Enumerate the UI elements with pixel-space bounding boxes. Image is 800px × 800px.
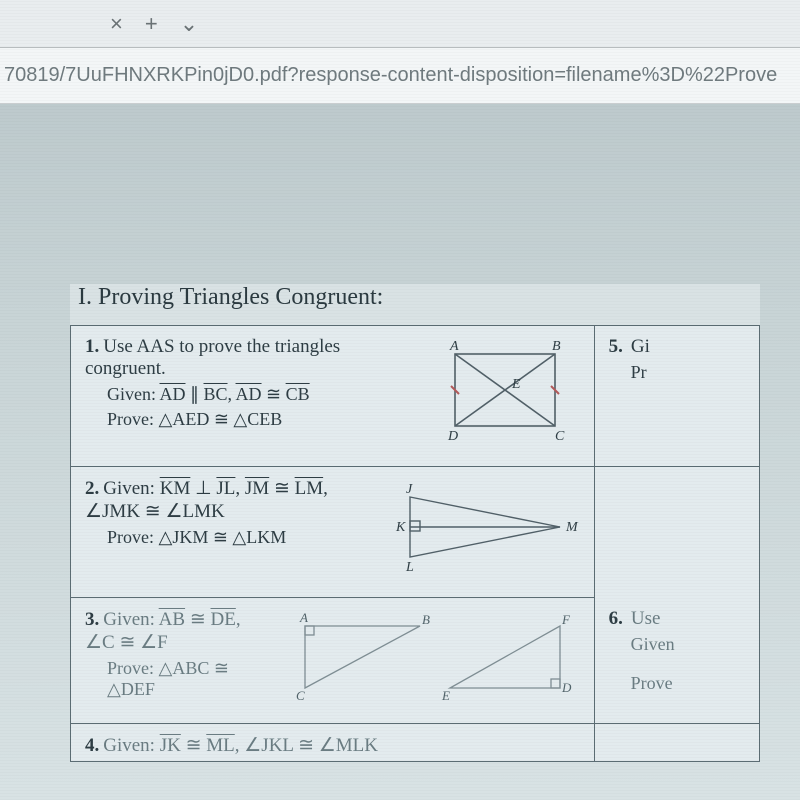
svg-text:M: M [565,520,579,535]
prove-line: Prove: △AED ≅ △CEB [85,409,412,430]
problem-number: 1. [85,336,99,357]
figure-1: A B C D E [430,336,580,446]
svg-text:K: K [395,520,406,535]
address-url: 70819/7UuFHNXRKPin0jD0.pdf?response-cont… [4,64,777,87]
given-line: Given: AD ∥ BC, AD ≅ CB [85,384,412,405]
given-line: Given: AB ≅ DE, ∠C ≅ ∠F [85,609,241,653]
new-tab-icon[interactable]: + [145,11,158,37]
figure-3: A B C D E F [290,608,580,703]
svg-text:E: E [441,688,450,703]
problem-6-cell: 6. Use Given Prove [594,598,759,724]
svg-text:F: F [561,612,571,627]
problem-1-cell: 1. Use AAS to prove the triangles congru… [71,326,595,467]
problems-table: 1. Use AAS to prove the triangles congru… [70,325,760,762]
svg-text:B: B [552,339,561,354]
browser-tab-bar: × + ⌄ [0,0,800,48]
prove-line: Prove: △JKM ≅ △LKM [85,527,372,548]
close-icon[interactable]: × [110,11,123,37]
svg-text:B: B [422,612,430,627]
problem-4-cell: 4. Given: JK ≅ ML, ∠JKL ≅ ∠MLK [71,724,595,762]
svg-text:C: C [296,688,305,703]
svg-text:A: A [449,339,459,354]
svg-text:A: A [299,610,308,625]
given-line: Given: JK ≅ ML, ∠JKL ≅ ∠MLK [103,735,378,756]
svg-text:J: J [406,482,413,497]
svg-text:E: E [511,377,521,392]
chevron-down-icon[interactable]: ⌄ [180,11,198,37]
problem-5-cell: 5. Gi Pr [594,326,759,467]
svg-text:C: C [555,429,565,444]
problem-3-cell: 3. Given: AB ≅ DE, ∠C ≅ ∠F Prove: △ABC ≅… [71,598,595,724]
section-title: I. Proving Triangles Congruent: [70,284,760,325]
svg-text:D: D [447,429,458,444]
prove-line: Prove: △ABC ≅ △DEF [85,658,272,700]
given-line: Given: KM ⊥ JL, JM ≅ LM, ∠JMK ≅ ∠LMK [85,478,328,522]
svg-text:D: D [561,680,572,695]
address-bar[interactable]: 70819/7UuFHNXRKPin0jD0.pdf?response-cont… [0,48,800,104]
problem-prompt: Use AAS to prove the triangles congruent… [85,336,340,379]
svg-text:L: L [405,560,414,575]
worksheet-page: I. Proving Triangles Congruent: 1. Use A… [70,284,760,762]
problem-2-cell: 2. Given: KM ⊥ JL, JM ≅ LM, ∠JMK ≅ ∠LMK … [71,467,595,598]
figure-2: J K L M [390,477,580,577]
